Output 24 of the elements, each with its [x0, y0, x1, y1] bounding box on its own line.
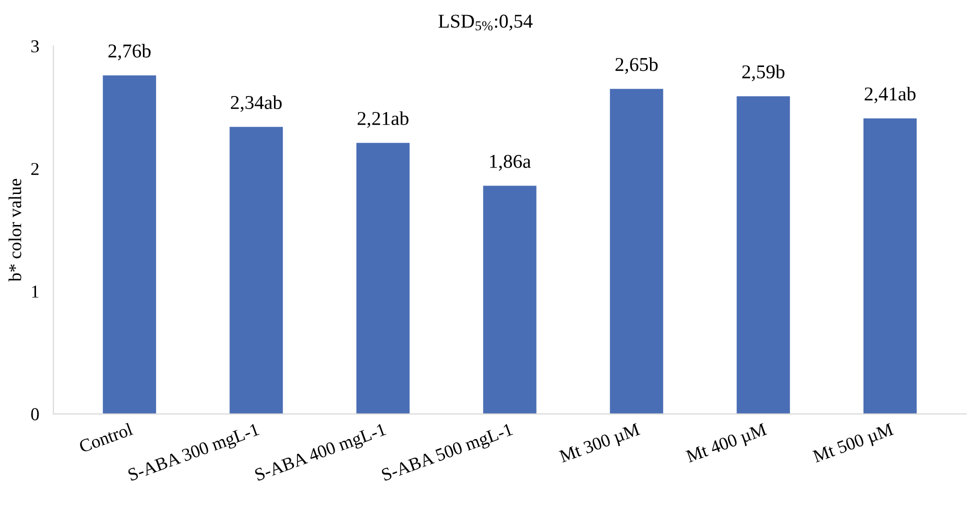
chart-title: LSD$_{5%}$:0,54 — [438, 14, 533, 31]
x-tick-label: Mt 300 µM — [558, 422, 642, 466]
bar — [356, 142, 410, 414]
bar — [610, 88, 664, 414]
data-label: 2,59b — [742, 64, 784, 82]
data-label: 2,65b — [616, 57, 658, 74]
data-label: 2,21ab — [358, 111, 408, 128]
y-axis-title: b* color value — [8, 178, 22, 282]
y-tick-label: 3 — [31, 40, 39, 52]
y-tick-label: 0 — [31, 408, 39, 420]
bar — [230, 126, 283, 414]
x-tick-label: Mt 500 µM — [812, 422, 896, 466]
x-tick-label: Mt 400 µM — [685, 422, 768, 466]
data-label: 2,76b — [108, 44, 151, 60]
data-label: 2,34ab — [230, 95, 282, 112]
data-label: 2,41ab — [864, 86, 916, 104]
bar — [736, 96, 790, 414]
y-tick-label: 1 — [32, 286, 38, 298]
data-label: 1,86a — [490, 154, 531, 171]
bar — [483, 186, 536, 414]
bar — [863, 118, 917, 414]
bar — [102, 75, 156, 414]
y-tick-label: 2 — [31, 162, 39, 175]
x-tick-label: Control — [78, 422, 134, 453]
